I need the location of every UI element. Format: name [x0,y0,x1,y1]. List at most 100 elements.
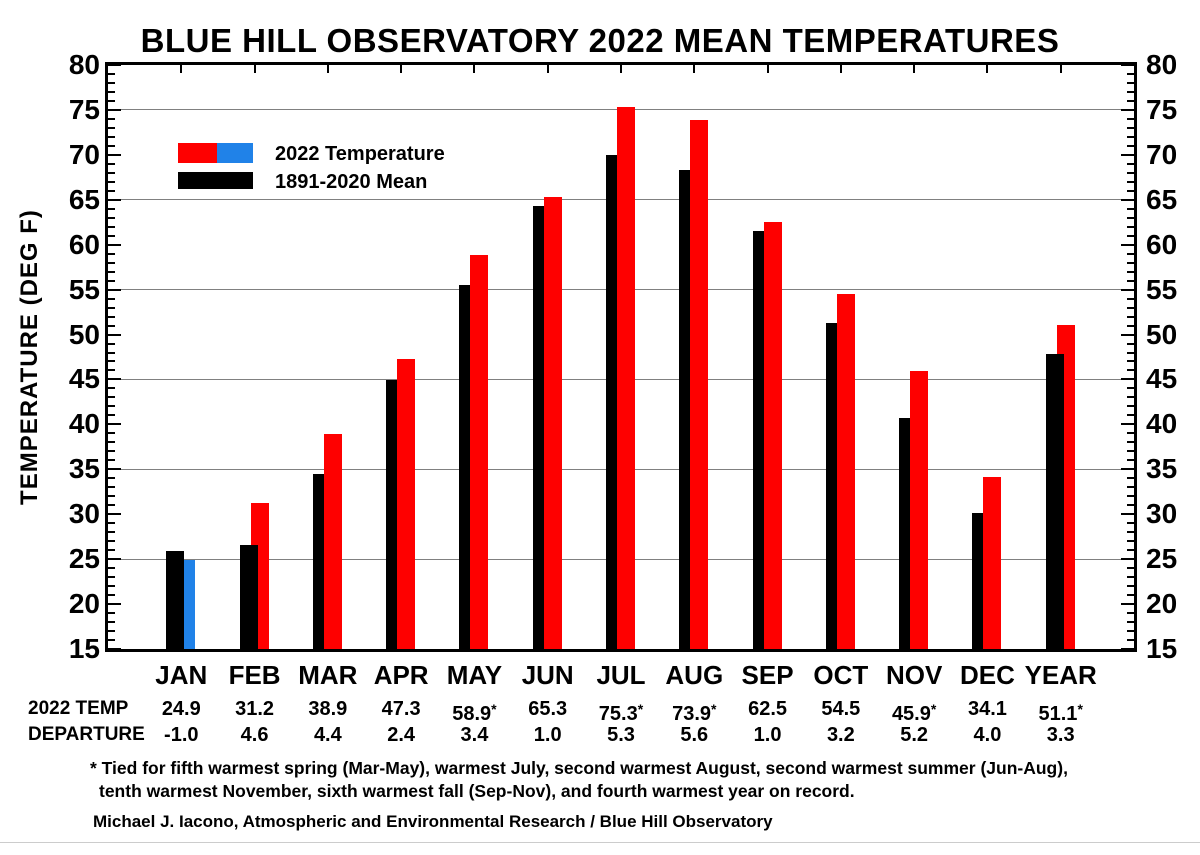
y-label-right-20: 20 [1146,588,1178,620]
y-label-left-70: 70 [68,138,100,170]
y-label-right-50: 50 [1146,318,1178,350]
legend-swatch-mean [178,172,253,189]
y-tick-right-78 [1127,81,1134,84]
y-tick-right-46 [1127,369,1134,372]
y-tick-right-25 [1121,558,1134,561]
record-asterisk: * [637,701,644,717]
top-tick-jun [546,65,549,73]
y-tick-right-29 [1127,522,1134,525]
y-label-right-70: 70 [1146,138,1178,170]
table-cell-2022-temp-apr: 47.3 [381,698,421,720]
table-cell-2022-temp-jan: 24.9 [161,698,201,720]
y-tick-left-53 [108,306,115,309]
y-label-left-40: 40 [68,408,100,440]
y-label-left-45: 45 [68,363,100,395]
table-cell-departure-mar: 4.4 [313,724,342,746]
y-tick-left-74 [108,117,115,120]
y-tick-right-16 [1127,639,1134,641]
y-tick-left-69 [108,162,115,165]
top-tick-apr [400,65,403,73]
y-tick-right-70 [1121,153,1134,156]
top-tick-oct [839,65,842,73]
y-tick-right-35 [1121,468,1134,471]
y-tick-right-40 [1121,423,1134,426]
y-tick-left-22 [108,585,115,588]
y-tick-right-62 [1127,225,1134,228]
y-tick-left-33 [108,486,115,489]
top-tick-feb [253,65,256,73]
table-cell-2022-temp-oct: 54.5 [821,698,861,720]
month-label-oct: OCT [813,660,869,690]
y-label-right-30: 30 [1146,498,1178,530]
top-tick-may [473,65,476,73]
y-tick-left-26 [108,549,115,552]
y-tick-left-45 [108,378,121,381]
y-tick-right-33 [1127,486,1134,489]
table-cell-departure-apr: 2.4 [387,724,416,746]
y-tick-right-32 [1127,495,1134,498]
table-cell-2022-temp-nov: 45.9* [891,701,937,725]
y-tick-left-56 [108,279,115,282]
y-tick-right-28 [1127,531,1134,534]
y-tick-right-26 [1127,549,1134,552]
y-tick-right-66 [1127,189,1134,192]
y-tick-right-22 [1127,585,1134,588]
y-label-left-25: 25 [68,543,100,575]
y-tick-left-77 [108,90,115,93]
y-tick-right-72 [1127,135,1134,138]
y-tick-left-41 [108,414,115,417]
y-tick-right-53 [1127,306,1134,309]
month-label-jan: JAN [155,660,208,690]
y-tick-right-47 [1127,360,1134,363]
y-label-right-60: 60 [1146,228,1178,260]
y-tick-right-56 [1127,279,1134,282]
table-cell-2022-temp-mar: 38.9 [308,698,348,720]
y-label-right-40: 40 [1146,408,1178,440]
y-tick-right-42 [1127,405,1134,408]
y-tick-left-61 [108,234,115,237]
y-tick-right-67 [1127,180,1134,183]
y-tick-left-24 [108,567,115,570]
bar-mean-year [1045,354,1064,649]
y-tick-right-41 [1127,414,1134,417]
legend-label-2022: 2022 Temperature [275,143,445,165]
y-label-left-50: 50 [68,318,100,350]
y-label-left-55: 55 [68,273,100,305]
month-label-feb: FEB [228,660,281,690]
month-label-jun: JUN [521,660,574,690]
month-label-dec: DEC [959,660,1015,690]
y-tick-right-60 [1121,243,1134,246]
y-label-right-75: 75 [1146,93,1178,125]
table-cell-departure-may: 3.4 [460,724,489,746]
y-tick-right-76 [1127,99,1134,102]
y-tick-left-34 [108,477,115,480]
y-tick-right-80 [1121,64,1134,66]
y-tick-left-17 [108,630,115,633]
y-tick-left-31 [108,504,115,507]
y-tick-right-75 [1121,108,1134,111]
y-tick-left-49 [108,342,115,345]
record-asterisk: * [711,701,717,717]
y-tick-right-30 [1121,513,1134,516]
month-label-may: MAY [446,660,503,690]
y-tick-left-68 [108,171,115,174]
y-tick-left-27 [108,540,115,543]
table-cell-departure-aug: 5.6 [680,724,709,746]
y-tick-right-45 [1121,378,1134,381]
top-tick-nov [913,65,916,73]
y-tick-left-50 [108,333,121,336]
y-tick-left-57 [108,270,115,273]
y-tick-right-39 [1127,432,1134,435]
y-tick-right-69 [1127,162,1134,165]
table-cell-departure-year: 3.3 [1046,724,1075,746]
y-tick-right-54 [1127,297,1134,300]
y-tick-right-20 [1121,603,1134,606]
table-cell-departure-feb: 4.6 [240,724,269,746]
y-tick-right-61 [1127,234,1134,237]
table-cell-departure-jul: 5.3 [607,724,635,746]
y-label-left-30: 30 [68,498,100,530]
month-label-jul: JUL [596,660,646,690]
y-tick-left-65 [108,198,121,201]
month-label-year: YEAR [1024,660,1097,690]
y-tick-left-73 [108,126,115,129]
